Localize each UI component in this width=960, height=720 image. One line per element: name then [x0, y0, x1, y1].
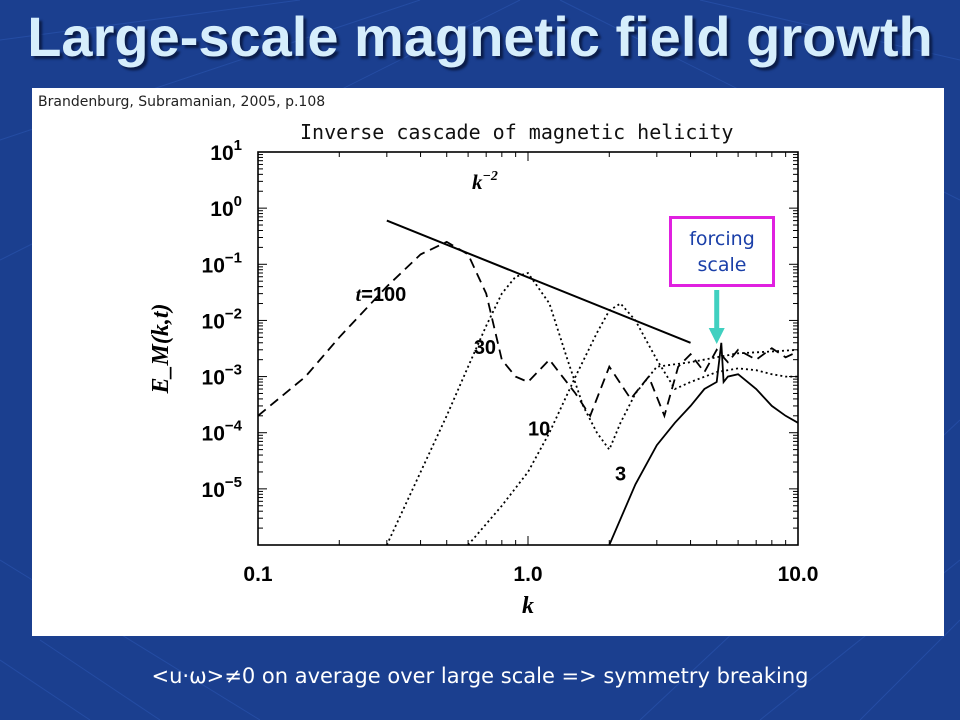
x-tick-label: 1.0 — [513, 563, 542, 586]
forcing-scale-annotation: forcing scale — [669, 216, 775, 287]
forcing-label-line1: forcing — [689, 228, 755, 250]
series-line-3 — [608, 342, 798, 545]
slide-title: Large-scale magnetic field growth — [27, 5, 933, 68]
x-tick-label: 10.0 — [778, 563, 819, 586]
series-label-t-100: t=100 — [356, 284, 407, 306]
citation-text: Brandenburg, Subramanian, 2005, p.108 — [38, 94, 326, 110]
series-line-t-100 — [258, 240, 798, 419]
series-label-3: 3 — [615, 464, 626, 486]
y-axis-label: E_M(k,t) — [148, 304, 174, 395]
y-tick-label: 10−3 — [202, 362, 242, 390]
forcing-label-line2: scale — [697, 254, 747, 276]
x-axis-label: k — [522, 593, 534, 619]
y-tick-label: 10−4 — [202, 418, 243, 446]
x-tick-label: 0.1 — [243, 563, 273, 586]
series-label-30: 30 — [474, 337, 496, 359]
reference-line-k-2 — [386, 219, 691, 344]
reference-line-label: k−2 — [472, 169, 498, 194]
plot-frame — [257, 151, 799, 546]
bottom-note: <u·ω>≠0 on average over large scale => s… — [151, 664, 809, 688]
series-label-10: 10 — [528, 418, 550, 440]
series-line-10 — [467, 302, 798, 545]
y-tick-label: 10−1 — [202, 249, 242, 277]
y-tick-label: 101 — [210, 137, 242, 165]
y-tick-label: 10−2 — [202, 305, 242, 333]
figure-caption: Inverse cascade of magnetic helicity — [300, 120, 734, 144]
y-tick-label: 10−5 — [202, 474, 242, 502]
forcing-scale-arrow-head — [708, 328, 725, 344]
y-tick-label: 100 — [210, 193, 242, 221]
